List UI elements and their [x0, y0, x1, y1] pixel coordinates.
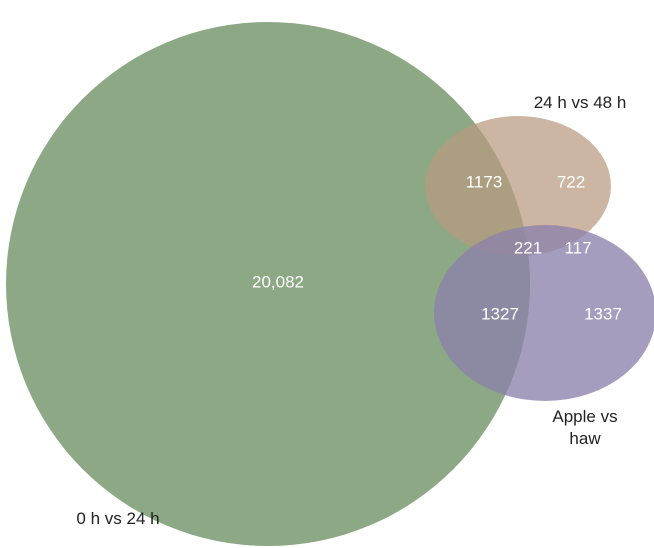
set-label: 24 h vs 48 h: [533, 93, 627, 112]
region-count: 221: [514, 238, 542, 257]
region-count: 1173: [466, 172, 503, 191]
region-count: 1337: [584, 304, 622, 323]
region-count: 1327: [481, 304, 519, 323]
set-label: Apple vs haw: [552, 407, 618, 448]
set-label: 0 h vs 24 h: [76, 509, 160, 528]
region-count: 20,082: [252, 272, 304, 291]
set-shape: [6, 22, 530, 546]
region-count: 722: [557, 172, 585, 191]
set-shape: [425, 116, 611, 256]
region-count: 117: [564, 238, 591, 257]
set-shape: [434, 225, 654, 401]
